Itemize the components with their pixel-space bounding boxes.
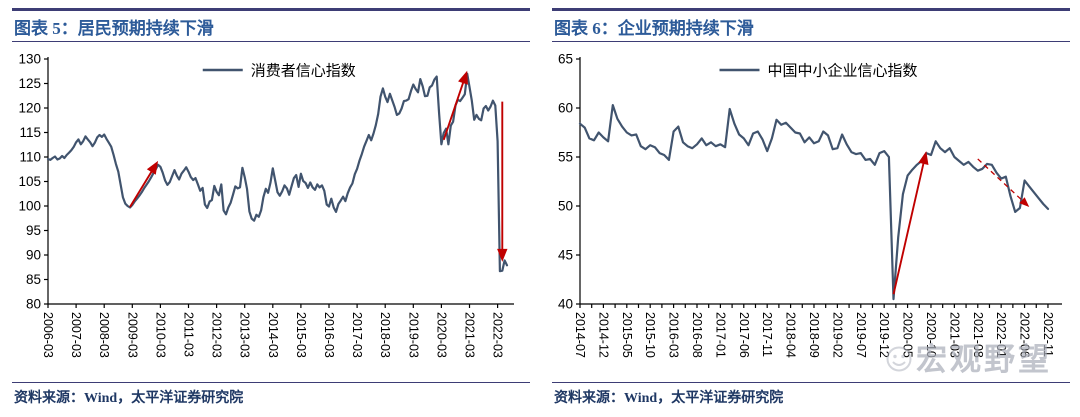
svg-text:2014-07: 2014-07 (573, 312, 587, 358)
chart-area: 65 60 55 50 45 40 2014-07 2014-12 2015-05 2015-10… (540, 45, 1080, 379)
svg-text:40: 40 (558, 297, 573, 312)
svg-text:2014-03: 2014-03 (266, 312, 280, 358)
svg-text:2022-03: 2022-03 (491, 312, 505, 358)
svg-text:2016-03: 2016-03 (667, 312, 681, 358)
svg-text:2006-03: 2006-03 (41, 312, 55, 358)
svg-text:2010-03: 2010-03 (153, 312, 167, 358)
chart-title: 图表 6：企业预期持续下滑 (554, 19, 754, 38)
svg-text:2022-11: 2022-11 (1041, 312, 1055, 357)
svg-text:50: 50 (558, 199, 573, 214)
svg-text:2017-06: 2017-06 (737, 312, 751, 358)
svg-text:2014-12: 2014-12 (596, 312, 610, 358)
svg-text:2017-01: 2017-01 (713, 312, 727, 358)
svg-text:2016-08: 2016-08 (690, 312, 704, 358)
svg-text:2016-03: 2016-03 (322, 312, 336, 358)
svg-text:125: 125 (18, 76, 41, 91)
svg-text:2018-04: 2018-04 (784, 312, 798, 358)
svg-text:2009-03: 2009-03 (125, 312, 139, 358)
chart-panel-figure-6: 图表 6：企业预期持续下滑 65 60 55 50 45 40 2014-07 2014-12… (540, 0, 1080, 417)
svg-text:2020-10: 2020-10 (924, 312, 938, 358)
svg-text:100: 100 (18, 199, 41, 214)
source-divider-rule (552, 382, 1070, 383)
svg-text:2017-11: 2017-11 (760, 312, 774, 357)
chart-title: 图表 5：居民预期持续下滑 (14, 19, 214, 38)
svg-text:2018-09: 2018-09 (807, 312, 821, 358)
chart-area: 130 125 120 115 110 105 100 95 90 85 80 2006-03 2007… (0, 45, 540, 379)
svg-text:2019-03: 2019-03 (406, 312, 420, 358)
svg-text:2013-03: 2013-03 (238, 312, 252, 358)
svg-text:2008-03: 2008-03 (97, 312, 111, 358)
svg-text:85: 85 (26, 272, 41, 287)
svg-text:2019-07: 2019-07 (854, 312, 868, 358)
panel-top-rule (12, 8, 530, 11)
svg-text:110: 110 (19, 150, 41, 165)
svg-text:95: 95 (26, 223, 41, 238)
svg-text:2015-10: 2015-10 (643, 312, 657, 358)
svg-text:中国中小企业信心指数: 中国中小企业信心指数 (768, 62, 918, 80)
svg-text:120: 120 (18, 101, 41, 116)
svg-text:2020-05: 2020-05 (901, 312, 915, 358)
svg-text:2021-03: 2021-03 (947, 312, 961, 358)
svg-text:2021-08: 2021-08 (971, 312, 985, 358)
svg-text:115: 115 (19, 125, 41, 140)
source-note: 资料来源：Wind，太平洋证券研究院 (554, 391, 784, 406)
svg-text:2011-03: 2011-03 (182, 312, 196, 357)
svg-text:2017-03: 2017-03 (350, 312, 364, 358)
panel-top-rule (552, 8, 1070, 11)
svg-text:105: 105 (18, 174, 41, 189)
chart-panel-figure-5: 图表 5：居民预期持续下滑 130 125 120 115 110 105 100 95 90 8… (0, 8, 540, 406)
svg-text:2012-03: 2012-03 (210, 312, 224, 358)
svg-text:130: 130 (18, 52, 41, 67)
title-divider-rule (552, 41, 1070, 42)
svg-text:90: 90 (26, 248, 41, 263)
svg-text:2019-02: 2019-02 (830, 312, 844, 358)
svg-text:2022-06: 2022-06 (1018, 312, 1032, 358)
source-note: 资料来源：Wind，太平洋证券研究院 (14, 391, 244, 406)
svg-text:2007-03: 2007-03 (69, 312, 83, 358)
svg-text:60: 60 (558, 101, 573, 116)
svg-text:2015-03: 2015-03 (294, 312, 308, 358)
svg-text:消费者信心指数: 消费者信心指数 (251, 63, 356, 80)
svg-text:2015-05: 2015-05 (620, 312, 634, 358)
svg-text:2019-12: 2019-12 (877, 312, 891, 358)
svg-text:2021-03: 2021-03 (463, 312, 477, 358)
svg-text:65: 65 (558, 52, 573, 67)
svg-text:2018-03: 2018-03 (378, 312, 392, 358)
svg-text:45: 45 (558, 248, 573, 263)
title-divider-rule (12, 41, 530, 42)
source-divider-rule (12, 382, 530, 383)
svg-text:55: 55 (558, 150, 573, 165)
svg-text:2020-03: 2020-03 (434, 312, 448, 358)
svg-text:80: 80 (26, 297, 41, 312)
svg-text:2022-01: 2022-01 (994, 312, 1008, 358)
